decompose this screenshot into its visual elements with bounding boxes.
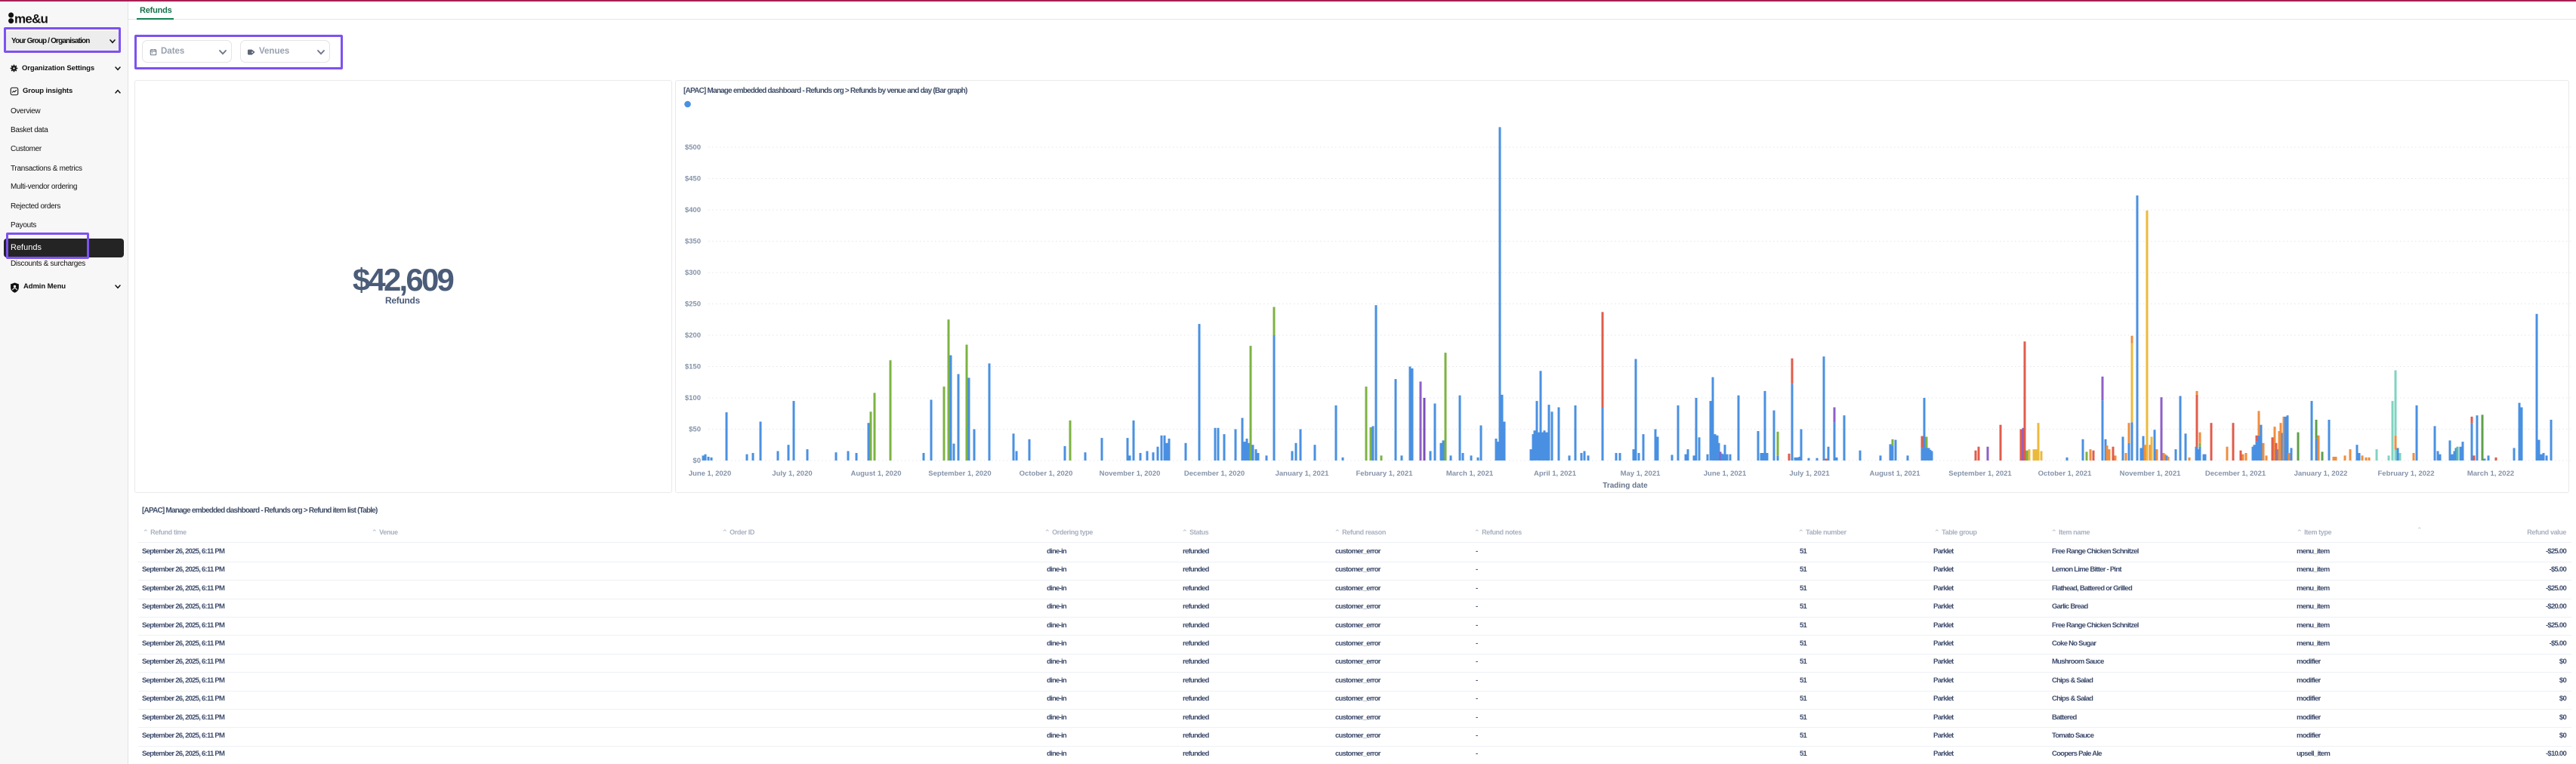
- svg-text:August 1, 2020: August 1, 2020: [850, 470, 901, 478]
- svg-text:$50: $50: [689, 426, 701, 434]
- svg-text:March 1, 2022: March 1, 2022: [2467, 470, 2514, 478]
- svg-text:$450: $450: [685, 175, 701, 183]
- svg-text:$0: $0: [693, 457, 701, 465]
- svg-text:$300: $300: [685, 269, 701, 277]
- svg-text:August 1, 2021: August 1, 2021: [1869, 470, 1920, 478]
- svg-text:November 1, 2020: November 1, 2020: [1100, 470, 1161, 478]
- svg-text:February 1, 2022: February 1, 2022: [2378, 470, 2435, 478]
- svg-text:July 1, 2020: July 1, 2020: [772, 470, 812, 478]
- svg-text:May 1, 2021: May 1, 2021: [1621, 470, 1661, 478]
- svg-text:October 1, 2020: October 1, 2020: [1020, 470, 1073, 478]
- svg-text:Trading date: Trading date: [1603, 482, 1648, 490]
- svg-text:November 1, 2021: November 1, 2021: [2120, 470, 2182, 478]
- svg-text:$500: $500: [685, 143, 701, 152]
- svg-text:April 1, 2021: April 1, 2021: [1534, 470, 1577, 478]
- svg-text:$350: $350: [685, 238, 701, 246]
- svg-text:February 1, 2021: February 1, 2021: [1356, 470, 1414, 478]
- svg-text:March 1, 2021: March 1, 2021: [1446, 470, 1494, 478]
- svg-text:$100: $100: [685, 394, 701, 402]
- svg-text:September 1, 2020: September 1, 2020: [928, 470, 991, 478]
- svg-text:$150: $150: [685, 363, 701, 371]
- svg-text:$400: $400: [685, 206, 701, 214]
- svg-text:July 1, 2021: July 1, 2021: [1789, 470, 1830, 478]
- svg-text:September 1, 2021: September 1, 2021: [1948, 470, 2012, 478]
- svg-text:June 1, 2020: June 1, 2020: [689, 470, 732, 478]
- svg-text:me&u: me&u: [14, 12, 48, 26]
- svg-text:October 1, 2021: October 1, 2021: [2038, 470, 2092, 478]
- svg-text:$250: $250: [685, 300, 701, 309]
- svg-text:$200: $200: [685, 331, 701, 340]
- svg-text:January 1, 2021: January 1, 2021: [1276, 470, 1329, 478]
- svg-text:January 1, 2022: January 1, 2022: [2294, 470, 2348, 478]
- svg-text:December 1, 2020: December 1, 2020: [1184, 470, 1245, 478]
- svg-text:June 1, 2021: June 1, 2021: [1704, 470, 1747, 478]
- svg-text:December 1, 2021: December 1, 2021: [2205, 470, 2266, 478]
